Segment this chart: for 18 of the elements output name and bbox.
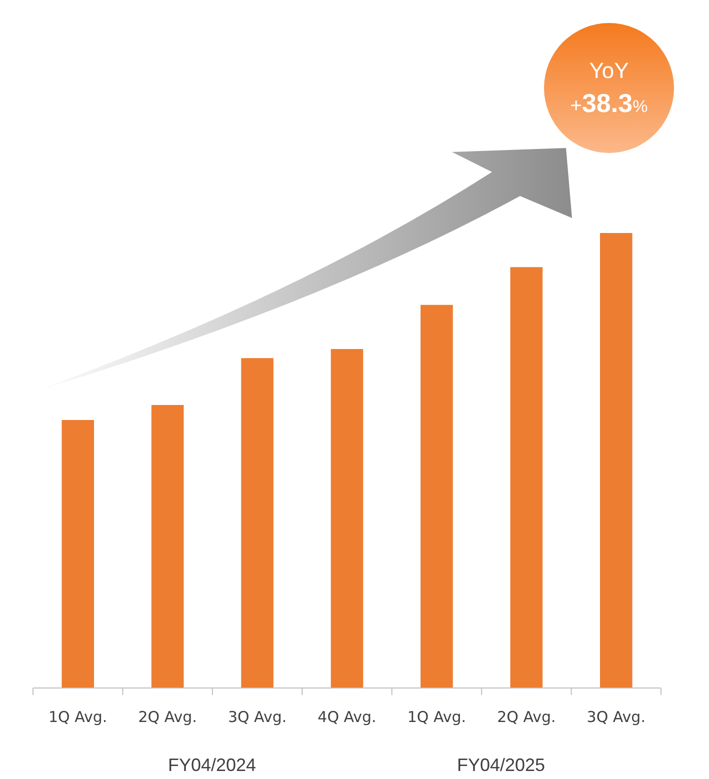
bar bbox=[241, 358, 274, 688]
bar bbox=[420, 304, 453, 688]
x-tick-label: 3Q Avg. bbox=[228, 708, 287, 726]
x-tick-label: 4Q Avg. bbox=[318, 708, 376, 726]
x-tick-label: 1Q Avg. bbox=[407, 708, 466, 726]
text: +38.3% bbox=[570, 88, 648, 118]
bar bbox=[600, 233, 632, 688]
text: FY04/2024 bbox=[168, 755, 256, 775]
bar bbox=[62, 420, 94, 688]
bar bbox=[151, 404, 184, 688]
x-tick-label: 2Q Avg. bbox=[497, 708, 556, 726]
text: YoY bbox=[589, 58, 630, 83]
x-tick-label: 2Q Avg. bbox=[138, 708, 197, 726]
bar bbox=[510, 267, 543, 688]
x-tick-label: 3Q Avg. bbox=[586, 708, 646, 726]
x-tick-label: 1Q Avg. bbox=[48, 708, 108, 726]
bar bbox=[330, 349, 364, 688]
text: FY04/2025 bbox=[456, 755, 546, 775]
